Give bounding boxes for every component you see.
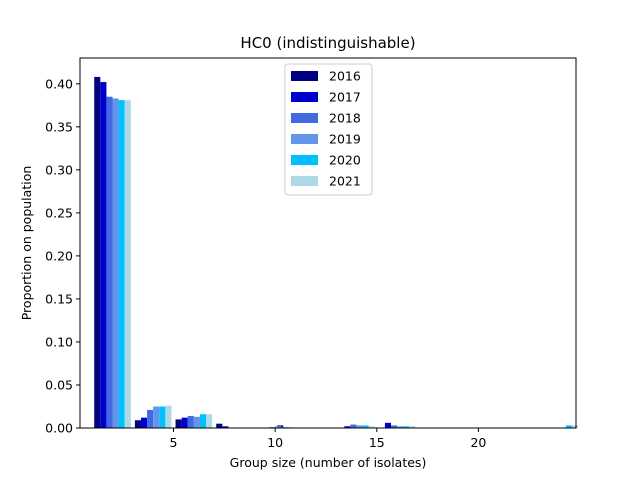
bar-2020-14 xyxy=(362,425,369,428)
plot-frame xyxy=(79,57,577,429)
bar-2017-16 xyxy=(384,422,392,428)
legend-swatch-2018 xyxy=(291,113,318,123)
legend-label-2017: 2017 xyxy=(329,90,361,105)
legend-label-2020: 2020 xyxy=(329,153,361,168)
bars-layer xyxy=(94,76,579,429)
legend: 2016 2017 2018 2019 2020 2021 xyxy=(284,63,373,196)
bar-2020-4 xyxy=(159,406,166,428)
bar-2020-24 xyxy=(565,425,572,428)
bar-2019-6 xyxy=(193,416,200,428)
y-tick-label: 0.00 xyxy=(45,421,73,436)
y-tick-label: 0.20 xyxy=(45,248,73,263)
x-tick-label: 10 xyxy=(267,435,283,450)
bar-2020-2 xyxy=(118,100,125,428)
y-tick-label: 0.15 xyxy=(45,291,73,306)
y-tick-label: 0.40 xyxy=(45,76,73,91)
bar-2020-6 xyxy=(199,414,207,428)
legend-swatch-2020 xyxy=(291,155,318,165)
bar-2019-2 xyxy=(112,98,119,428)
y-tick-label: 0.10 xyxy=(45,334,73,349)
bar-2021-16 xyxy=(409,426,416,428)
bar-2021-4 xyxy=(165,405,172,428)
legend-label-2016: 2016 xyxy=(329,69,361,84)
legend-swatch-2021 xyxy=(291,176,318,186)
bar-2016-4 xyxy=(134,420,141,428)
legend-label-2019: 2019 xyxy=(329,132,361,147)
bar-2018-6 xyxy=(187,415,194,428)
y-tick-label: 0.35 xyxy=(45,119,73,134)
y-axis-label: Proportion on population xyxy=(19,166,34,321)
chart-title: HC0 (indistinguishable) xyxy=(240,34,415,52)
bar-2019-16 xyxy=(397,426,404,428)
y-axis-ticks: 0.00 0.05 0.10 0.15 0.20 0.25 0.30 0.35 0.40 xyxy=(45,76,80,436)
y-tick-label: 0.25 xyxy=(45,205,73,220)
legend-label-2021: 2021 xyxy=(329,174,361,189)
bar-2016-8 xyxy=(216,423,223,428)
bar-2019-4 xyxy=(153,406,160,428)
x-tick-label: 20 xyxy=(470,435,486,450)
bar-2018-14 xyxy=(350,424,357,428)
x-tick-label: 5 xyxy=(170,435,178,450)
bar-2021-14 xyxy=(368,426,375,428)
bar-2018-4 xyxy=(147,409,154,428)
legend-swatch-2016 xyxy=(291,71,318,81)
bar-2017-4 xyxy=(140,417,148,428)
y-tick-label: 0.30 xyxy=(45,162,73,177)
bar-2018-16 xyxy=(391,425,398,428)
bar-2017-8 xyxy=(222,426,229,428)
legend-label-2018: 2018 xyxy=(329,111,361,126)
bar-2019-14 xyxy=(356,425,363,428)
bar-2020-16 xyxy=(403,426,410,428)
bar-2021-2 xyxy=(124,100,131,428)
legend-swatch-2019 xyxy=(291,134,318,144)
x-tick-label: 15 xyxy=(369,435,385,450)
legend-swatch-2017 xyxy=(291,92,318,102)
y-tick-label: 0.05 xyxy=(45,377,73,392)
x-axis-label: Group size (number of isolates) xyxy=(230,455,427,470)
bar-2017-6 xyxy=(181,417,188,428)
bar-2021-6 xyxy=(206,414,213,428)
bar-2016-6 xyxy=(175,419,182,428)
x-axis-ticks: 5 10 15 20 xyxy=(170,428,486,450)
bar-2017-2 xyxy=(100,82,107,428)
bar-2017-14 xyxy=(344,426,351,428)
bar-2016-2 xyxy=(94,76,101,429)
bar-2019-10 xyxy=(275,426,282,428)
bar-2018-2 xyxy=(106,96,113,428)
bar-2021-24 xyxy=(571,425,579,428)
